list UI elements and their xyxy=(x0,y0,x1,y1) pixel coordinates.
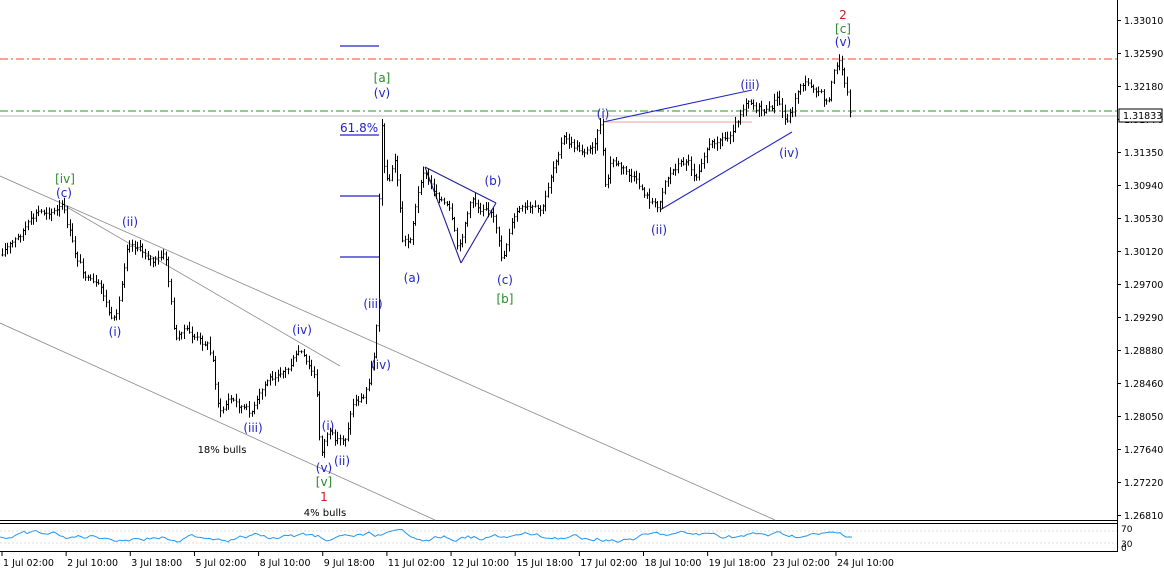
wave-label: (ii) xyxy=(334,454,350,468)
wave-label: [v] xyxy=(316,475,332,489)
osc-tick-70: 70 xyxy=(1121,525,1133,535)
y-tick-label: 1.30530 xyxy=(1124,214,1163,225)
wave-label: 2 xyxy=(839,8,847,22)
wave-label: (b) xyxy=(485,174,502,188)
y-tick-label: 1.30120 xyxy=(1124,247,1163,258)
osc-tick-30: 30 xyxy=(1121,540,1133,550)
y-tick-label: 1.31350 xyxy=(1124,148,1163,159)
y-tick-label: 1.33010 xyxy=(1124,16,1163,27)
note-label: 4% bulls xyxy=(304,508,347,519)
wave-label: [c] xyxy=(835,22,851,36)
wave-label: (c) xyxy=(56,186,72,200)
osc-tick-0: 0 xyxy=(1121,544,1127,554)
wave-label: (v) xyxy=(316,461,332,475)
x-tick-label: 15 Jul 18:00 xyxy=(516,558,573,569)
wave-label: (c) xyxy=(497,273,513,287)
trendlines xyxy=(0,175,776,521)
wedge-line-upper xyxy=(602,89,753,123)
x-tick-label: 2 Jul 10:00 xyxy=(67,558,118,569)
wave-label: [b] xyxy=(497,292,514,306)
wave-label: (ii) xyxy=(122,215,138,229)
channel-line-mid xyxy=(64,205,341,367)
y-tick-label: 1.32180 xyxy=(1124,82,1163,93)
wave-label: (iv) xyxy=(292,323,312,337)
x-tick-label: 12 Jul 10:00 xyxy=(452,558,509,569)
y-tick-label: 1.29700 xyxy=(1124,280,1163,291)
wave-label: (ii) xyxy=(651,223,667,237)
y-tick-label: 1.32590 xyxy=(1124,49,1163,60)
wave-label: (iii) xyxy=(243,421,262,435)
x-tick-label: 1 Jul 02:00 xyxy=(3,558,54,569)
channel-line-lower xyxy=(0,322,436,521)
wave-label: [iv] xyxy=(55,172,75,186)
wave-label: (iii) xyxy=(740,78,759,92)
y-tick-label: 1.26810 xyxy=(1124,511,1163,522)
main-panel xyxy=(0,0,1117,520)
note-label: 18% bulls xyxy=(198,445,247,456)
wave-label: (i) xyxy=(109,325,122,339)
triangle-line-top xyxy=(424,166,497,204)
x-tick-label: 17 Jul 02:00 xyxy=(580,558,637,569)
x-tick-label: 24 Jul 10:00 xyxy=(837,558,894,569)
y-axis-ticks: 1.330101.325901.321801.317701.313501.309… xyxy=(1117,16,1163,522)
x-tick-label: 18 Jul 10:00 xyxy=(645,558,702,569)
wave-annotations: 2 [c] (v) [a] (v) 61.8% [iv] (c) (ii) (i… xyxy=(55,8,851,519)
wedge-pattern xyxy=(602,89,793,211)
candle-series xyxy=(1,54,852,458)
wedge-line-lower xyxy=(659,131,793,211)
wave-label: (a) xyxy=(404,271,421,285)
fib-label: 61.8% xyxy=(340,121,378,135)
oscillator-line xyxy=(0,529,853,543)
wave-label: [a] xyxy=(374,71,391,85)
y-tick-label: 1.27640 xyxy=(1124,445,1163,456)
y-tick-label: 1.27220 xyxy=(1124,478,1163,489)
wave-label: (iv) xyxy=(779,146,799,160)
y-tick-label: 1.30940 xyxy=(1124,181,1163,192)
x-axis-ticks: 1 Jul 02:00 2 Jul 10:00 3 Jul 18:00 5 Jul 0… xyxy=(1,552,894,569)
current-price-badge xyxy=(1118,108,1163,123)
x-tick-label: 19 Jul 18:00 xyxy=(709,558,766,569)
y-tick-label: 1.28460 xyxy=(1124,379,1163,390)
fibonacci-levels xyxy=(340,45,379,258)
oscillator-panel xyxy=(0,523,1117,551)
x-tick-label: 9 Jul 18:00 xyxy=(324,558,375,569)
wave-label: (v) xyxy=(374,86,390,100)
x-tick-label: 8 Jul 10:00 xyxy=(260,558,311,569)
x-tick-label: 23 Jul 02:00 xyxy=(773,558,830,569)
wave-label: (i) xyxy=(322,419,335,433)
y-tick-label: 1.28050 xyxy=(1124,412,1163,423)
x-tick-label: 5 Jul 02:00 xyxy=(195,558,246,569)
current-price-label: 1.31833 xyxy=(1123,111,1162,122)
x-tick-label: 11 Jul 02:00 xyxy=(388,558,445,569)
wave-label: (v) xyxy=(835,35,851,49)
wave-label: (iv) xyxy=(371,358,391,372)
wave-label: (iii) xyxy=(363,297,382,311)
wave-label: (i) xyxy=(597,107,610,121)
channel-line-upper xyxy=(0,175,776,521)
y-tick-label: 1.29290 xyxy=(1124,313,1163,324)
y-tick-label: 1.28880 xyxy=(1124,346,1163,357)
x-tick-label: 3 Jul 18:00 xyxy=(131,558,182,569)
wave-label: 1 xyxy=(320,490,328,504)
triangle-line-bottom xyxy=(460,202,497,264)
